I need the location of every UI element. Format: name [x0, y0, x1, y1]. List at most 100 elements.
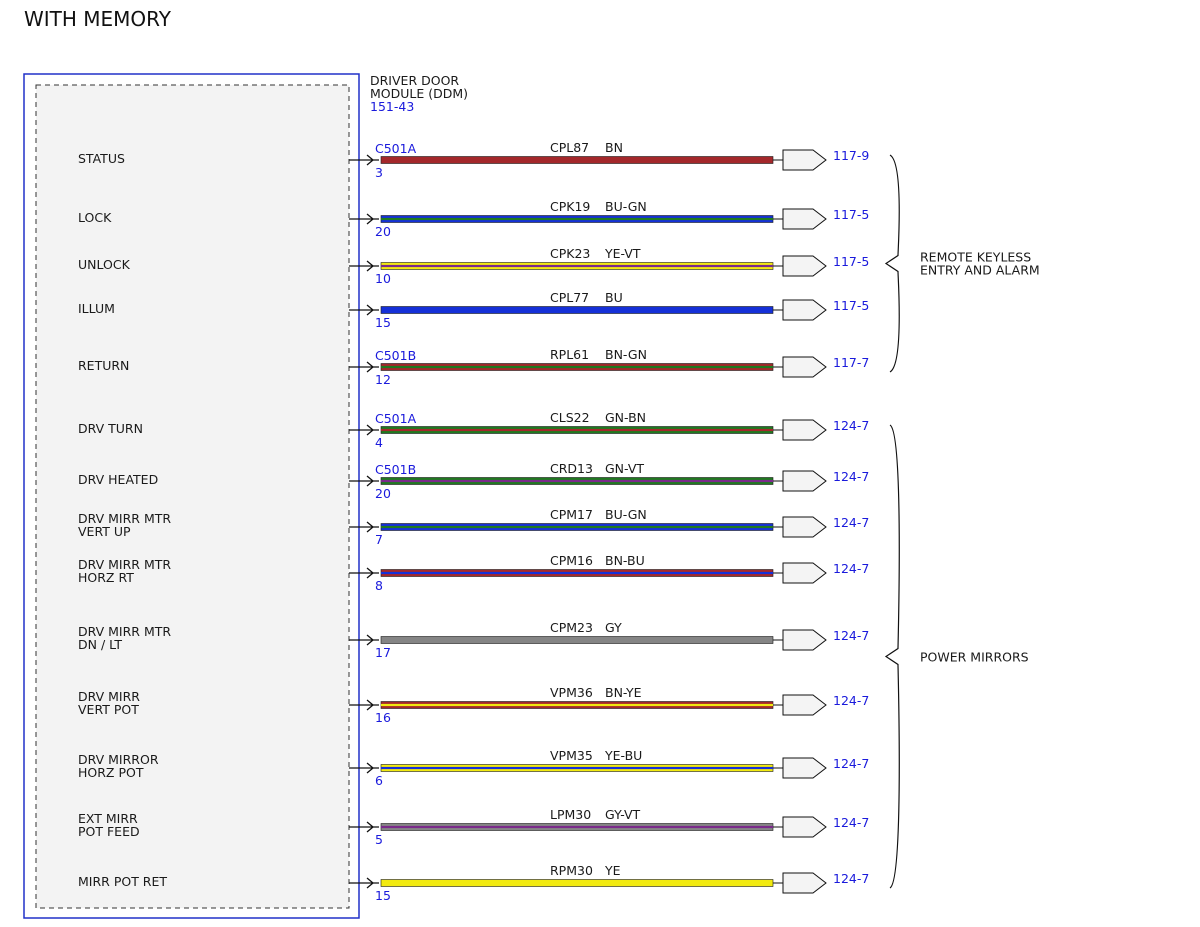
group-brace: [884, 154, 900, 373]
circuit-id: RPM30: [550, 863, 593, 878]
page-reference: 124-7: [833, 693, 869, 708]
page-reference-arrow-icon: [782, 299, 827, 321]
wire: [380, 306, 774, 314]
wire-stripe: [381, 365, 773, 369]
circuit-row: STATUS C501A 3 CPL87 BN 117-9: [78, 140, 869, 180]
page-reference: 117-5: [833, 298, 869, 313]
circuit-id: VPM35: [550, 748, 593, 763]
page-reference: 117-7: [833, 355, 869, 370]
circuit-rows: STATUS C501A 3 CPL87 BN 117-9 LOCK 20 CPK19 BU-GN…: [78, 140, 869, 903]
group-label: ENTRY AND ALARM: [920, 263, 1040, 278]
signal-label: DRV MIRR MTR: [78, 624, 171, 639]
circuit-id: CPL77: [550, 290, 589, 305]
wire-color-code: BU-GN: [605, 199, 647, 214]
wire-color-code: BN-BU: [605, 553, 645, 568]
page-reference-arrow-icon: [782, 562, 827, 584]
circuit-id: LPM30: [550, 807, 591, 822]
wire-stripe: [381, 264, 773, 268]
module-inner-dashed-boundary: [35, 84, 350, 909]
module-name-line-2: MODULE (DDM): [370, 86, 468, 101]
circuit-id: CRD13: [550, 461, 593, 476]
signal-label: POT FEED: [78, 824, 140, 839]
circuit-id: CPK19: [550, 199, 590, 214]
page-reference: 117-5: [833, 254, 869, 269]
wire-stripe: [381, 479, 773, 483]
circuit-row: DRV TURN C501A 4 CLS22 GN-BN 124-7: [78, 410, 869, 450]
connector-id: C501B: [375, 462, 416, 477]
page-reference: 124-7: [833, 515, 869, 530]
page-reference-arrow-icon: [782, 208, 827, 230]
signal-label: HORZ POT: [78, 765, 144, 780]
pin-terminal-icon: [366, 821, 375, 833]
page-reference-arrow-icon: [782, 816, 827, 838]
page-reference: 124-7: [833, 469, 869, 484]
circuit-id: CPL87: [550, 140, 589, 155]
signal-label: STATUS: [78, 151, 125, 166]
wire-stripe: [381, 217, 773, 221]
wire-color-code: GN-BN: [605, 410, 646, 425]
signal-label: DRV TURN: [78, 421, 143, 436]
signal-label: DRV MIRR MTR: [78, 557, 171, 572]
pin-number: 17: [375, 645, 391, 660]
signal-label: HORZ RT: [78, 570, 134, 585]
wire-stripe: [381, 571, 773, 575]
signal-label: LOCK: [78, 210, 112, 225]
circuit-row: MIRR POT RET 15 RPM30 YE 124-7: [78, 863, 869, 903]
pin-terminal-icon: [366, 304, 375, 316]
wire-stripe: [381, 525, 773, 529]
pin-terminal-icon: [366, 361, 375, 373]
page-reference: 124-7: [833, 418, 869, 433]
pin-terminal-icon: [366, 475, 375, 487]
page-reference-arrow-icon: [782, 255, 827, 277]
pin-number: 12: [375, 372, 391, 387]
page-reference: 124-7: [833, 815, 869, 830]
signal-label: DRV MIRR MTR: [78, 511, 171, 526]
circuit-id: CPK23: [550, 246, 590, 261]
wire-color-code: GN-VT: [605, 461, 644, 476]
group-label: REMOTE KEYLESS: [920, 250, 1031, 265]
circuit-id: CLS22: [550, 410, 590, 425]
pin-terminal-icon: [366, 260, 375, 272]
wire-color-code: BU-GN: [605, 507, 647, 522]
signal-label: EXT MIRR: [78, 811, 138, 826]
page-reference-arrow-icon: [782, 694, 827, 716]
signal-label: MIRR POT RET: [78, 874, 167, 889]
circuit-id: CPM17: [550, 507, 593, 522]
wire-color-code: BU: [605, 290, 623, 305]
system-group: POWER MIRRORS: [884, 424, 1029, 889]
page-reference: 124-7: [833, 871, 869, 886]
pin-number: 6: [375, 773, 383, 788]
pin-terminal-icon: [366, 877, 375, 889]
wire: [380, 156, 774, 164]
group-label: POWER MIRRORS: [920, 650, 1029, 665]
signal-label: RETURN: [78, 358, 129, 373]
connector-id: C501A: [375, 411, 417, 426]
pin-number: 3: [375, 165, 383, 180]
pin-number: 4: [375, 435, 383, 450]
circuit-row: DRV HEATED C501B 20 CRD13 GN-VT 124-7: [78, 461, 869, 501]
page-reference-arrow-icon: [782, 757, 827, 779]
page-reference: 117-9: [833, 148, 869, 163]
signal-label: DN / LT: [78, 637, 122, 652]
signal-label: VERT UP: [78, 524, 131, 539]
wire-color-code: BN-GN: [605, 347, 647, 362]
pin-terminal-icon: [366, 634, 375, 646]
module-reference: 151-43: [370, 99, 414, 114]
pin-number: 20: [375, 486, 391, 501]
wire-color-code: GY-VT: [605, 807, 641, 822]
wire-stripe: [381, 766, 773, 770]
wire-stripe: [381, 428, 773, 432]
signal-label: DRV MIRROR: [78, 752, 159, 767]
signal-label: DRV HEATED: [78, 472, 158, 487]
wire-color-code: BN: [605, 140, 623, 155]
pin-terminal-icon: [366, 567, 375, 579]
circuit-row: UNLOCK 10 CPK23 YE-VT 117-5: [78, 246, 869, 286]
wire-color-code: YE-VT: [604, 246, 641, 261]
pin-number: 15: [375, 888, 391, 903]
